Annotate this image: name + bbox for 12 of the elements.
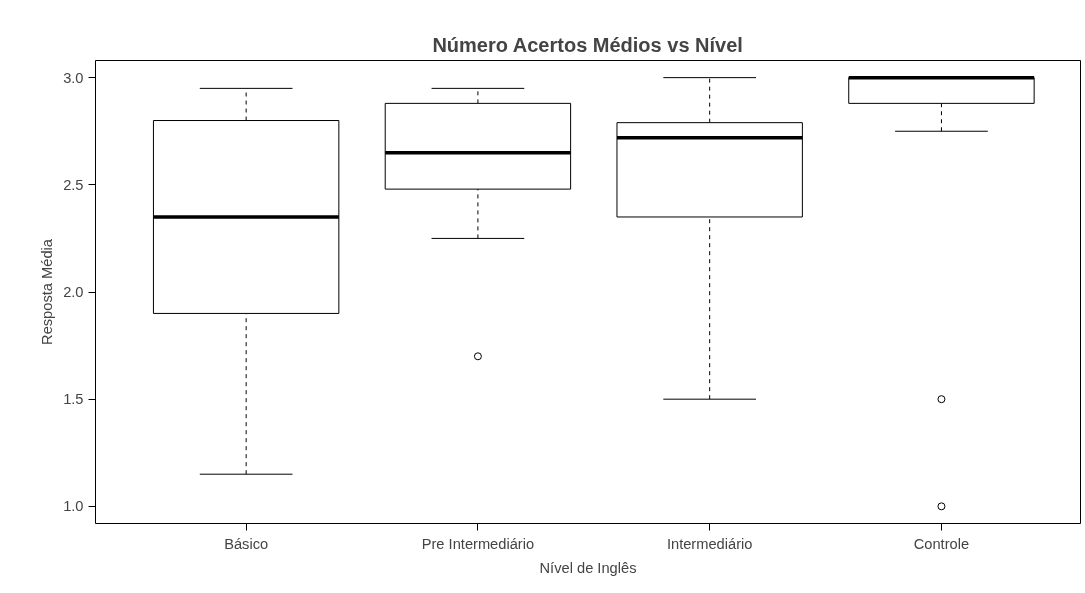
x-tick-label: Pre Intermediário xyxy=(421,535,535,552)
y-tick-label: 1.0 xyxy=(63,498,84,515)
y-tick-label: 2.5 xyxy=(63,176,84,193)
y-tick-label: 3.0 xyxy=(63,69,84,86)
x-tick-label: Básico xyxy=(224,535,269,552)
y-tick-label: 1.5 xyxy=(63,391,84,408)
chart-title: Número Acertos Médios vs Nível xyxy=(432,33,743,56)
x-tick-label: Controle xyxy=(913,535,970,552)
x-axis-title: Nível de Inglês xyxy=(539,559,637,576)
y-tick-label: 2.0 xyxy=(63,284,84,300)
y-axis-title: Resposta Média xyxy=(39,238,56,345)
x-tick-label: Intermediário xyxy=(666,535,753,552)
